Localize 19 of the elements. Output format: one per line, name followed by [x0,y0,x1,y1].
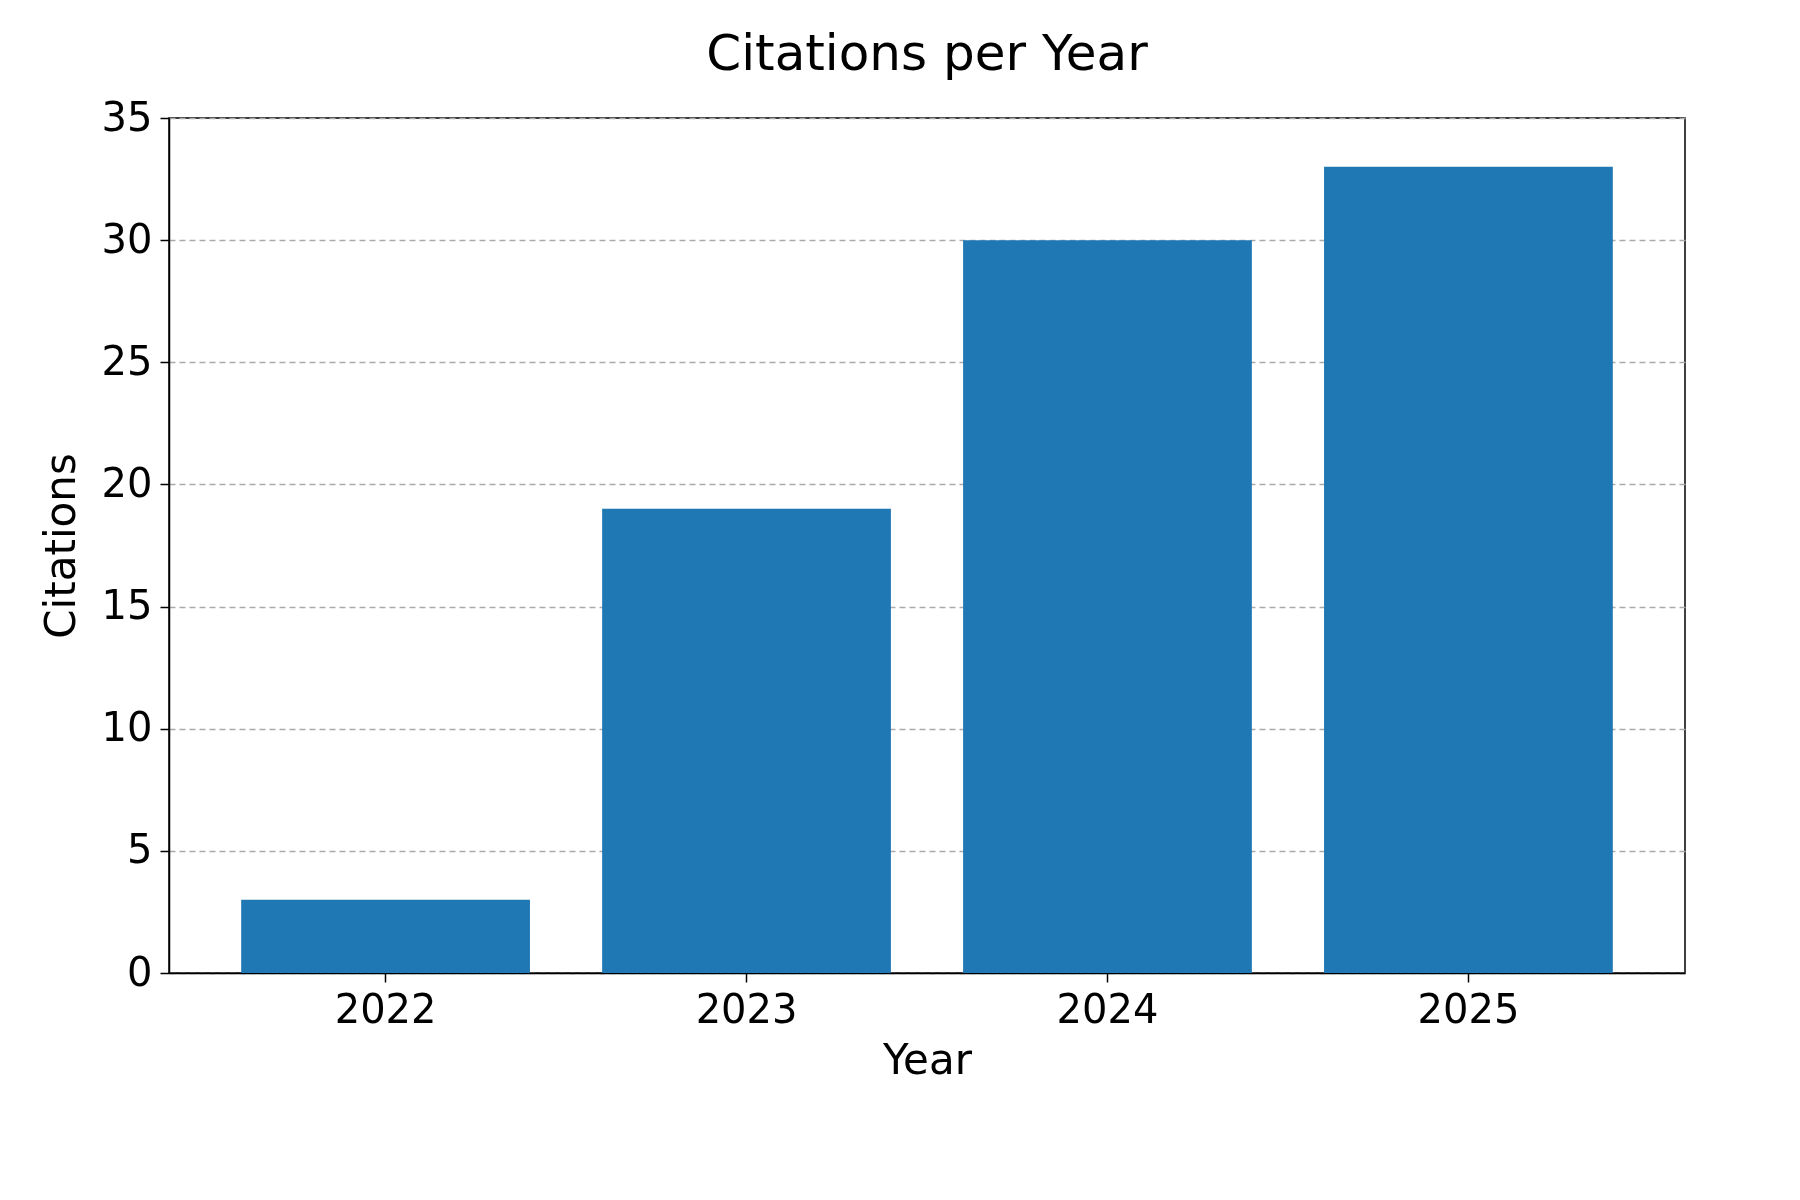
bar [963,240,1252,973]
x-tick-label: 2022 [334,985,437,1032]
y-tick-label: 30 [101,215,153,262]
x-tick-label: 2025 [1417,985,1520,1032]
y-tick-label: 10 [101,704,153,751]
y-axis-title: Citations [35,453,85,639]
y-tick-label: 5 [127,826,153,873]
x-axis-title: Year [882,1034,973,1084]
x-tick-label: 2023 [695,985,798,1032]
y-tick-label: 20 [101,459,153,506]
bar [241,899,530,973]
y-tick-label: 35 [101,93,153,140]
chart-title: Citations per Year [706,24,1149,82]
y-tick-label: 25 [101,337,153,384]
y-tick-label: 15 [101,582,153,629]
bar [602,508,891,973]
bar [1324,166,1613,973]
y-tick-label: 0 [127,948,153,995]
x-tick-label: 2024 [1056,985,1159,1032]
